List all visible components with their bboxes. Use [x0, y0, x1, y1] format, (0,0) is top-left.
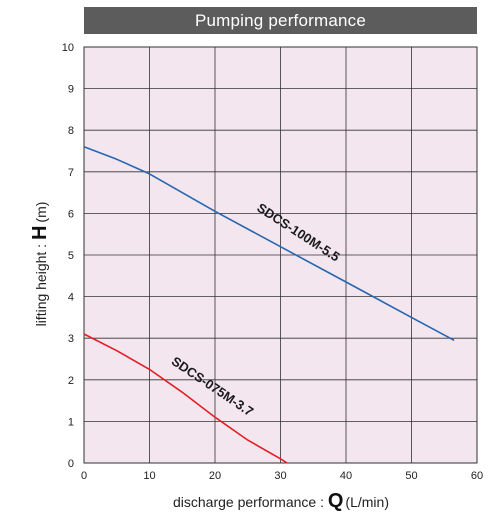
- x-tick-label: 50: [405, 470, 417, 482]
- y-tick-label: 7: [68, 167, 74, 179]
- x-tick-label: 0: [81, 470, 87, 482]
- x-axis-unit: (L/min): [345, 494, 389, 510]
- y-tick-label: 8: [68, 125, 74, 137]
- y-tick-label: 1: [68, 416, 74, 428]
- y-tick-labels: 0 1 2 3 4 5 6 7 8 9 10: [62, 42, 74, 470]
- x-axis-label: discharge performance : Q (L/min): [173, 490, 389, 512]
- x-tick-label: 30: [274, 470, 286, 482]
- x-tick-labels: 0 10 20 30 40 50 60: [81, 470, 483, 482]
- x-tick-label: 10: [143, 470, 155, 482]
- y-tick-label: 6: [68, 208, 74, 220]
- y-tick-label: 3: [68, 333, 74, 345]
- series-line-sdcs-075m-3.7: [83, 333, 288, 464]
- x-tick-label: 40: [340, 470, 352, 482]
- x-tick-label: 60: [471, 470, 483, 482]
- y-tick-label: 10: [62, 42, 74, 54]
- x-axis-symbol: Q: [328, 490, 344, 512]
- y-tick-label: 4: [68, 292, 74, 304]
- grid-lines: [83, 46, 478, 464]
- series-lines: [83, 146, 455, 464]
- series-line-sdcs-100m-5.5: [83, 146, 455, 342]
- y-axis-unit: (m): [33, 202, 49, 223]
- y-tick-label: 0: [68, 458, 74, 470]
- y-axis-symbol: H: [29, 226, 51, 240]
- chart-title: Pumping performance: [84, 7, 477, 34]
- x-tick-label: 20: [209, 470, 221, 482]
- y-tick-label: 9: [68, 84, 74, 96]
- y-axis-label: lifting height : H(m): [29, 202, 51, 327]
- y-tick-label: 2: [68, 375, 74, 387]
- y-tick-label: 5: [68, 250, 74, 262]
